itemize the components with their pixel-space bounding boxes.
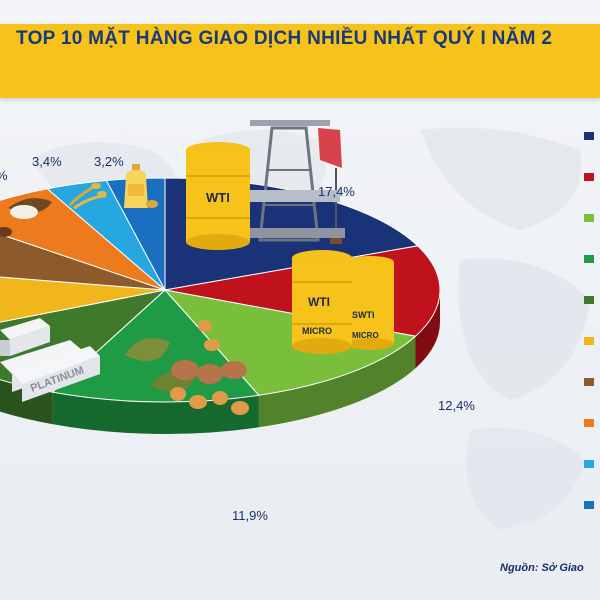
micro-side-sub-label: MICRO [352,331,379,340]
legend-swatch-10 [584,501,594,509]
slice-label-3: 11,9% [232,508,268,523]
chart-title: TOP 10 MẶT HÀNG GIAO DỊCH NHIỀU NHẤT QUÝ… [16,28,553,49]
micro-wti-barrel-icon [292,250,394,354]
wti-label: WTI [206,190,230,205]
source-note: Nguồn: Sở Giao [500,562,584,574]
soybean-icon [125,320,249,415]
pie-slice-6 [0,276,166,323]
slice-label-10: 3,2% [94,154,124,169]
legend-swatch-4 [584,255,594,263]
pie-slice-side-2 [415,290,440,369]
wti-barrel-pumpjack-icon [186,120,345,250]
slice-label-9: 3,4% [32,154,62,169]
micro-wti-sub-label: MICRO [302,326,332,336]
legend-swatch-5 [584,296,594,304]
legend-swatch-8 [584,419,594,427]
partial-slice-label-1: % [0,168,8,183]
wheat-icon [68,182,107,210]
micro-wti-label: WTI [308,295,330,309]
platinum-bars-icon [0,318,100,402]
legend-swatch-3 [584,214,594,222]
title-band [0,24,600,98]
slice-label-2: 12,4% [438,398,475,413]
legend-swatch-7 [584,378,594,386]
legend-swatch-6 [584,337,594,345]
pie-slice-3 [163,289,417,396]
legend-swatch-2 [584,173,594,181]
coffee-icon [0,198,52,237]
legend-swatch-9 [584,460,594,468]
micro-side-label: SWTI [352,310,375,320]
pie-slice-side-3 [258,336,416,428]
pie-slice-8 [0,188,166,291]
slice-label-1: 17,4% [318,184,355,199]
pie-slice-side-4 [52,392,259,434]
soybean-oil-icon [124,164,158,208]
legend-swatch-1 [584,132,594,140]
